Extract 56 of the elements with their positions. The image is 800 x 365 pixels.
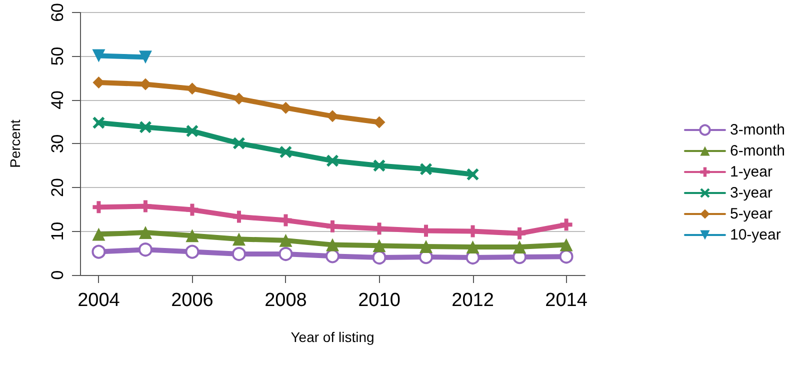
legend-label: 3-year [730, 184, 773, 202]
point [138, 242, 152, 257]
point [278, 247, 293, 261]
y-tick-label: 0 [48, 270, 67, 280]
y-tick-label: 30 [48, 134, 67, 154]
point [186, 229, 199, 242]
point [559, 250, 574, 264]
x-tick-label: 2006 [171, 290, 214, 311]
point [232, 232, 246, 246]
point [186, 125, 198, 138]
y-tick-label: 10 [48, 222, 67, 241]
y-tick-label: 20 [48, 178, 67, 197]
point [139, 121, 152, 134]
point [560, 218, 572, 231]
point [280, 102, 292, 114]
point [466, 240, 480, 254]
point [372, 239, 386, 252]
y-tick-label: 60 [48, 2, 67, 22]
y-tick-label: 50 [48, 46, 67, 66]
legend-label: 5-year [730, 206, 773, 222]
x-tick-label: 2004 [78, 290, 120, 311]
point [560, 238, 573, 252]
point [326, 220, 338, 232]
x-tick-label: 2008 [264, 290, 307, 311]
point [513, 240, 526, 254]
point [280, 146, 292, 158]
point [138, 226, 152, 240]
legend-label: 10-year [730, 226, 781, 244]
x-tick-label: 2012 [452, 290, 494, 311]
point [279, 234, 292, 247]
point [420, 163, 432, 176]
point [373, 160, 386, 172]
legend-label: 6-month [730, 142, 786, 160]
point [420, 240, 433, 254]
y-axis-title: Percent [7, 119, 23, 168]
x-tick-label: 2010 [358, 290, 400, 311]
point [232, 137, 245, 150]
point [92, 228, 106, 241]
point [232, 210, 245, 223]
legend-label: 3-month [730, 122, 786, 138]
x-tick-label: 2014 [545, 290, 588, 311]
legend-label: 1-year [730, 164, 773, 180]
point [280, 214, 292, 226]
point [326, 238, 339, 252]
point [372, 250, 386, 264]
point [326, 110, 338, 122]
point [186, 204, 198, 216]
y-tick-label: 40 [48, 90, 67, 110]
point [92, 116, 105, 129]
point [232, 247, 246, 261]
point [185, 244, 200, 259]
point [466, 168, 479, 180]
point [326, 154, 338, 167]
point [326, 249, 340, 264]
point [92, 244, 106, 259]
x-axis-title: Year of listing [290, 329, 374, 345]
